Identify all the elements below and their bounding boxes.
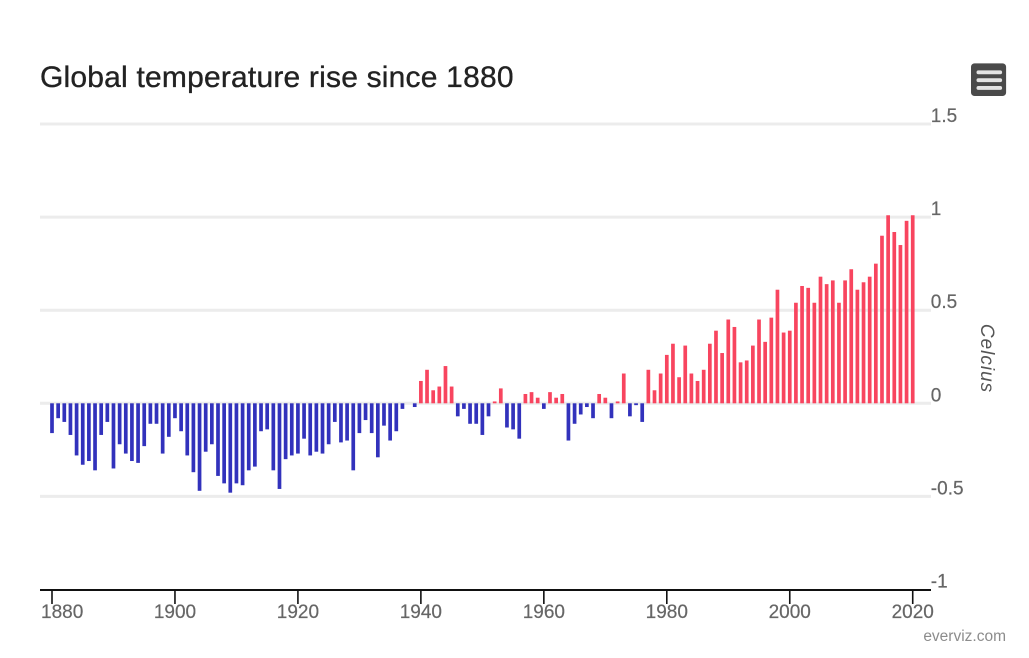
svg-text:1960: 1960: [523, 602, 565, 623]
svg-text:Celcius: Celcius: [976, 324, 997, 393]
svg-text:1880: 1880: [41, 602, 83, 623]
svg-text:0.5: 0.5: [931, 292, 957, 313]
svg-text:-1: -1: [931, 572, 948, 593]
svg-text:-0.5: -0.5: [931, 478, 964, 499]
svg-text:1940: 1940: [400, 602, 442, 623]
svg-text:Global temperature rise since: Global temperature rise since 1880: [40, 61, 514, 94]
svg-text:1.5: 1.5: [931, 106, 957, 127]
svg-text:0: 0: [931, 385, 942, 406]
svg-text:everviz.com: everviz.com: [923, 628, 1006, 645]
svg-text:1: 1: [931, 199, 942, 220]
svg-text:1900: 1900: [154, 602, 196, 623]
svg-text:1980: 1980: [646, 602, 688, 623]
svg-text:2000: 2000: [769, 602, 811, 623]
svg-text:1920: 1920: [277, 602, 319, 623]
svg-text:2020: 2020: [892, 602, 934, 623]
